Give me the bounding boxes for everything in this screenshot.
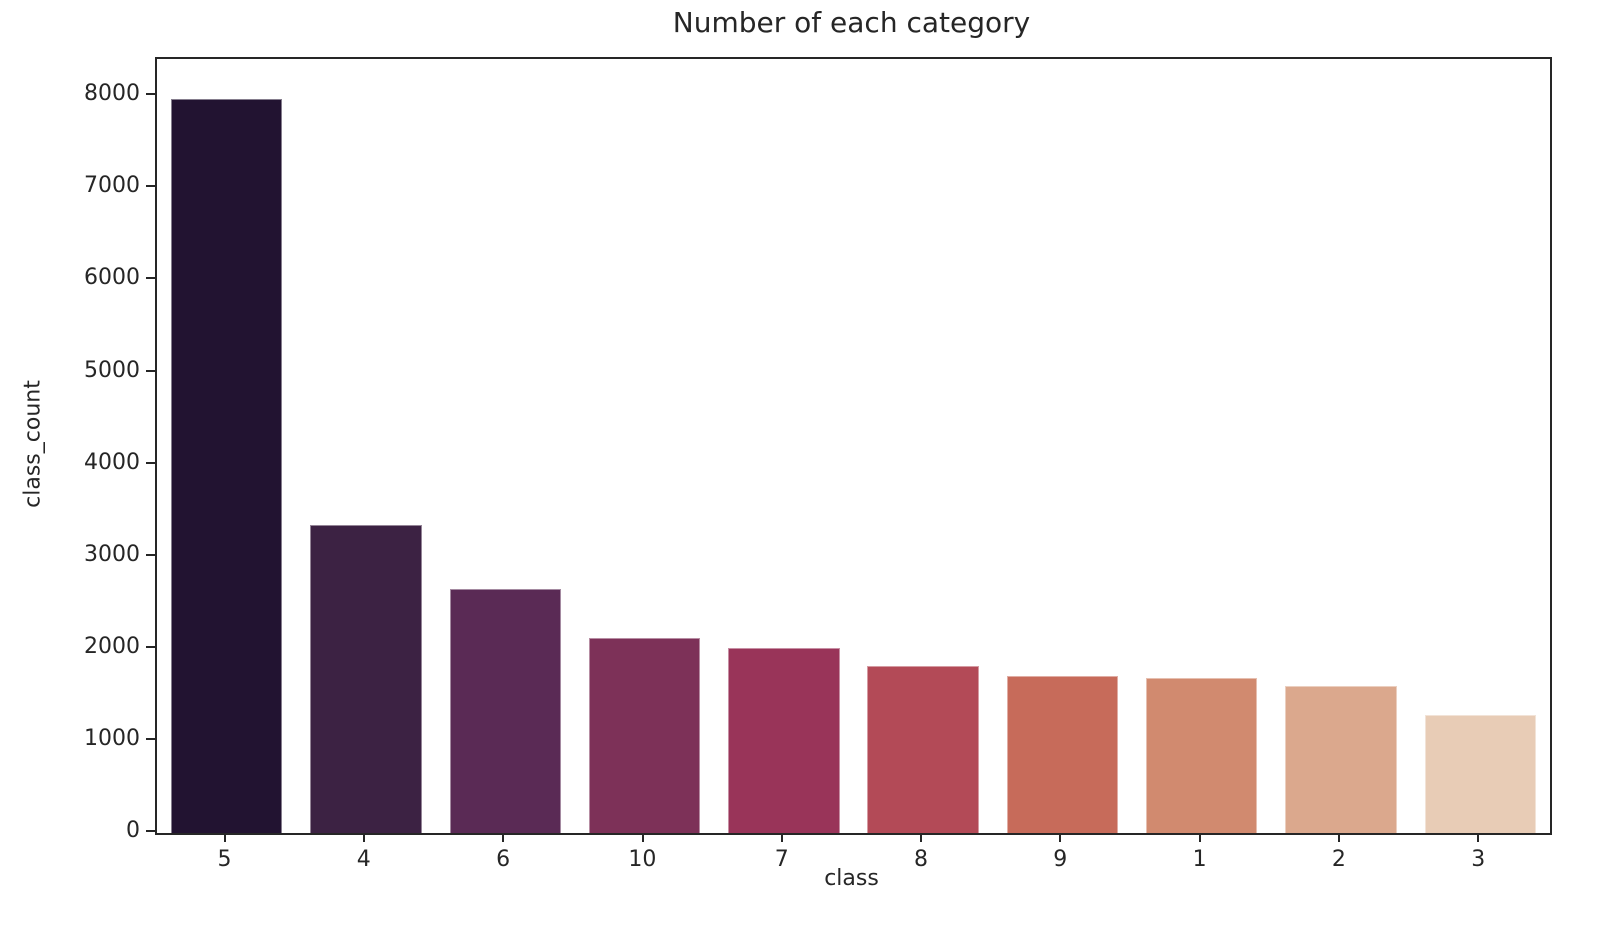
x-tick-label: 4 (356, 847, 371, 872)
y-axis-label: class_count (20, 380, 46, 508)
y-tick-label: 2000 (84, 633, 140, 659)
x-tick-label: 7 (774, 847, 789, 872)
x-tick-label: 6 (496, 847, 511, 872)
bar (588, 637, 701, 833)
x-tick-mark (1059, 833, 1062, 842)
x-tick-mark (641, 833, 644, 842)
y-tick-label: 1000 (84, 725, 140, 751)
y-tick-label: 5000 (84, 357, 140, 383)
bar (170, 98, 283, 833)
bar (449, 588, 561, 833)
bar (867, 666, 979, 833)
y-tick-mark (146, 645, 155, 648)
y-tick-label: 0 (126, 818, 140, 843)
y-tick-label: 3000 (84, 541, 140, 567)
chart-title: Number of each category (672, 6, 1031, 39)
x-tick-label: 10 (628, 847, 657, 872)
x-tick-mark (1338, 833, 1341, 842)
x-tick-label: 3 (1471, 847, 1486, 872)
x-tick-mark (780, 833, 783, 842)
bar (310, 525, 422, 833)
x-axis-label: class (824, 866, 879, 891)
y-tick-mark (146, 277, 155, 280)
x-tick-label: 8 (914, 847, 928, 872)
y-tick-mark (146, 93, 155, 96)
bar (728, 647, 840, 833)
y-tick-mark (146, 369, 155, 372)
bar (1006, 676, 1119, 833)
y-tick-mark (146, 461, 155, 464)
y-tick-mark (146, 737, 155, 740)
x-tick-label: 2 (1331, 847, 1346, 872)
y-tick-label: 7000 (84, 173, 140, 199)
bar (1424, 715, 1537, 833)
x-tick-label: 1 (1192, 847, 1207, 872)
x-tick-mark (1198, 833, 1201, 842)
y-tick-label: 6000 (84, 265, 140, 291)
x-tick-mark (362, 833, 365, 842)
x-tick-mark (1477, 833, 1480, 842)
plot-area (155, 57, 1552, 835)
x-tick-mark (223, 833, 226, 842)
y-tick-label: 4000 (84, 449, 140, 475)
bar (1285, 686, 1397, 833)
y-tick-mark (146, 185, 155, 188)
x-tick-mark (502, 833, 505, 842)
x-tick-mark (920, 833, 923, 842)
y-tick-mark (146, 830, 155, 832)
x-tick-label: 9 (1053, 847, 1068, 872)
x-tick-label: 5 (217, 847, 232, 872)
y-tick-mark (146, 553, 155, 556)
bar (1146, 678, 1258, 833)
y-tick-label: 8000 (84, 81, 140, 107)
